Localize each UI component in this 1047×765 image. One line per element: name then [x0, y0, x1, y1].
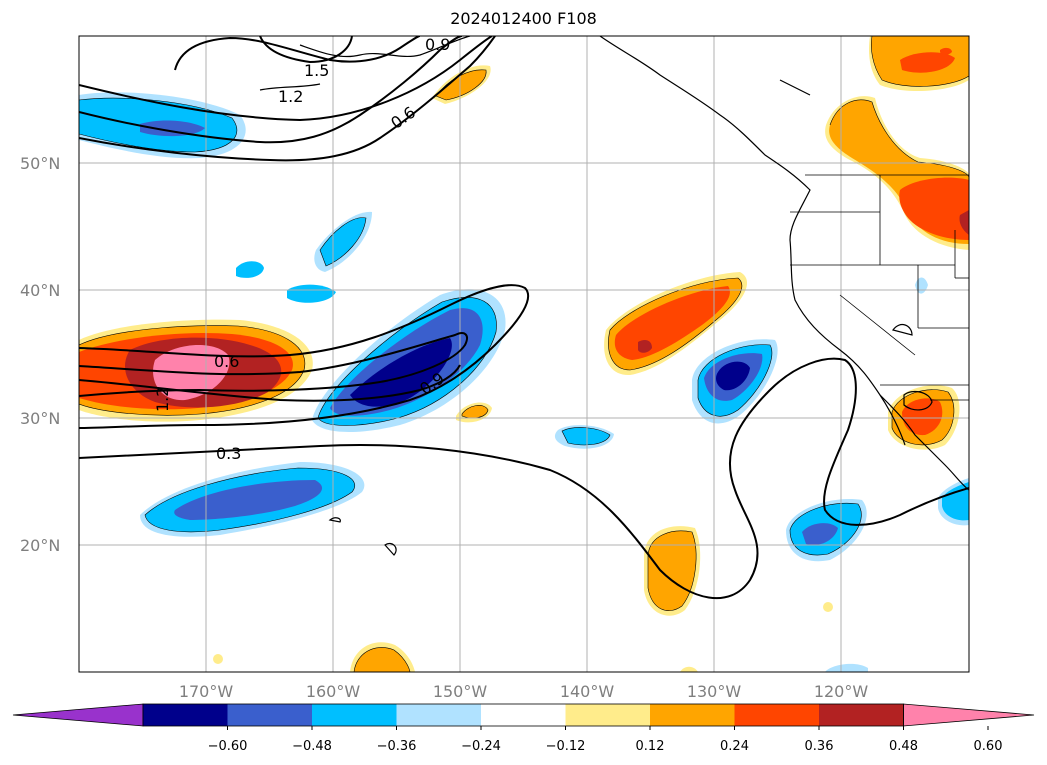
- lon-label: 160°W: [306, 682, 361, 701]
- colorbar-segment: [227, 704, 313, 726]
- colorbar-extend-low: [12, 703, 144, 727]
- colorbar-tick-label: 0.36: [805, 739, 834, 754]
- colorbar: [12, 703, 1035, 727]
- lat-label: 20°N: [20, 536, 60, 555]
- longitude-labels: 170°W 160°W 150°W 140°W 130°W 120°W: [179, 682, 869, 701]
- colorbar-tick-label: 0.60: [974, 739, 1003, 754]
- lat-label: 30°N: [20, 409, 60, 428]
- colorbar-segment: [312, 704, 397, 726]
- colorbar-tick-label: 0.48: [889, 739, 918, 754]
- colorbar-segment: [734, 704, 820, 726]
- coastlines: [259, 36, 969, 556]
- lon-label: 150°W: [433, 682, 488, 701]
- map-frame: [78, 35, 970, 673]
- map-area: 1.5 1.2 0.9 0.6 0.6 1.2 0.9 0.3: [79, 35, 969, 672]
- colorbar-segment: [565, 704, 651, 726]
- map-title: 2024012400 F108: [450, 9, 597, 28]
- lat-label: 50°N: [20, 154, 60, 173]
- colorbar-tick-label: −0.36: [377, 739, 417, 754]
- lat-label: 40°N: [20, 281, 60, 300]
- lon-label: 140°W: [560, 682, 615, 701]
- contour-label: 0.9: [425, 35, 450, 54]
- contour-label: 1.5: [304, 61, 329, 80]
- colorbar-tick-label: 0.24: [720, 739, 749, 754]
- colorbar-frame: [142, 703, 904, 727]
- colorbar-segment: [481, 704, 566, 726]
- contour-label: 1.2: [153, 387, 172, 412]
- colorbar-tick-label: −0.12: [546, 739, 586, 754]
- colorbar-segment: [819, 704, 904, 726]
- lon-label: 120°W: [814, 682, 869, 701]
- lon-label: 130°W: [687, 682, 742, 701]
- latitude-labels: 50°N 40°N 30°N 20°N: [20, 154, 60, 555]
- lon-label: 170°W: [179, 682, 234, 701]
- contour-label: 0.3: [216, 444, 241, 463]
- contour-labels: 1.5 1.2 0.9 0.6 0.6 1.2 0.9 0.3: [153, 35, 450, 463]
- colorbar-tick-label: −0.60: [208, 739, 248, 754]
- colorbar-ticks: −0.60 −0.48 −0.36 −0.24 −0.12 0.12 0.24 0.36 0.4…: [208, 726, 1003, 754]
- political-borders: [790, 174, 969, 401]
- colorbar-segment: [650, 704, 735, 726]
- colorbar-segment: [396, 704, 482, 726]
- colorbar-tick-label: −0.48: [292, 739, 332, 754]
- contour-label: 0.6: [214, 352, 239, 371]
- contour-label: 1.2: [278, 87, 303, 106]
- colorbar-segment: [143, 704, 228, 726]
- colorbar-tick-label: −0.24: [461, 739, 501, 754]
- contour-lines: [79, 36, 969, 599]
- grid-lines: [79, 36, 969, 672]
- colorbar-extend-high: [903, 703, 1035, 727]
- colorbar-tick-label: 0.12: [636, 739, 665, 754]
